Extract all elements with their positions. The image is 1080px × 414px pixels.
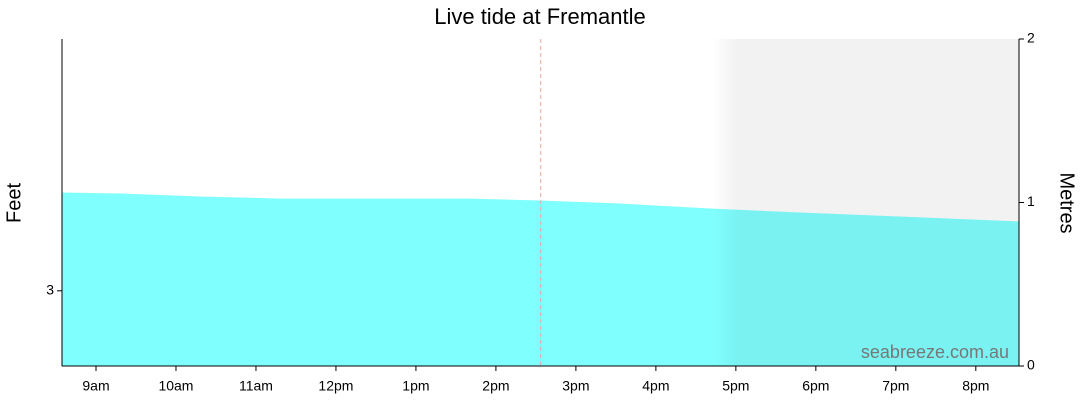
- x-tick-label: 7pm: [882, 378, 909, 394]
- x-tick-label: 6pm: [802, 378, 829, 394]
- night-shade: [711, 39, 1019, 366]
- x-tick-label: 9am: [82, 378, 109, 394]
- x-tick-label: 12pm: [318, 378, 353, 394]
- y2-tick-label: 2: [1027, 30, 1035, 46]
- chart-title: Live tide at Fremantle: [434, 4, 646, 29]
- x-tick-label: 2pm: [482, 378, 509, 394]
- y2-tick-label: 1: [1027, 193, 1035, 209]
- y2-tick-label: 0: [1027, 357, 1035, 373]
- y-tick-label: 3: [46, 282, 54, 298]
- x-tick-label: 8pm: [962, 378, 989, 394]
- y-axis-label: Feet: [3, 183, 25, 223]
- y2-axis-label: Metres: [1056, 172, 1078, 233]
- x-tick-label: 1pm: [402, 378, 429, 394]
- x-tick-label: 10am: [158, 378, 193, 394]
- x-tick-label: 5pm: [722, 378, 749, 394]
- x-tick-label: 3pm: [562, 378, 589, 394]
- x-tick-label: 11am: [239, 378, 273, 394]
- watermark: seabreeze.com.au: [861, 342, 1009, 362]
- x-tick-label: 4pm: [642, 378, 669, 394]
